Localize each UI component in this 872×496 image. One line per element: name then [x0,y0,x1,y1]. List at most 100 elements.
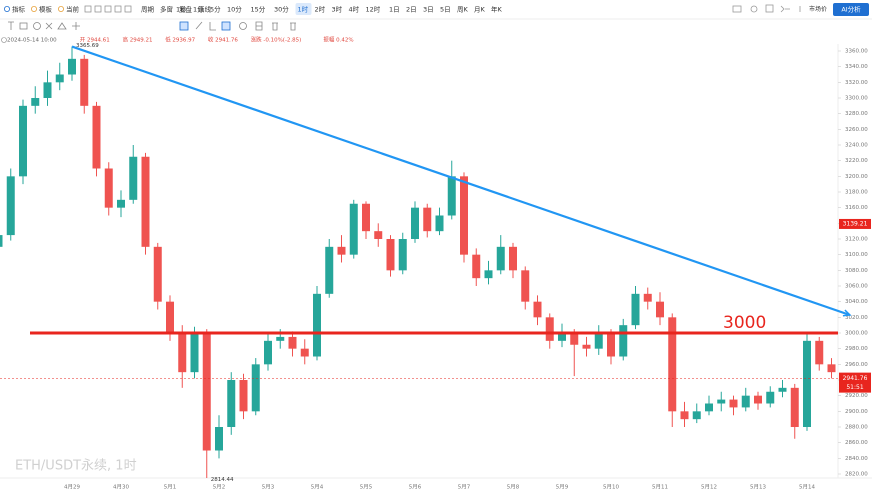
tool-icon [19,22,28,30]
interval-button[interactable]: 5分 [210,5,221,14]
y-tick-label: 3000.00 [845,331,868,337]
ohlc-info: 收 2941.76 [208,36,238,44]
y-tick-label: 3320.00 [845,80,868,86]
interval-button[interactable]: 2时 [315,5,326,14]
toolbar-button[interactable]: 周期 [141,6,155,14]
candle-body [80,58,89,106]
ohlc-info: 涨跌 -0.10%(-2.85) [251,36,302,44]
toolbar-icon[interactable] [94,5,102,13]
interval-button[interactable]: 12时 [366,5,381,14]
candle-body [472,254,481,279]
trend-line [71,45,851,317]
drawing-tools [8,21,296,31]
candle-body [435,215,444,232]
horizontal-line-label: 3000 [723,313,766,333]
last-price-label: 2941.76 [843,375,868,382]
y-tick-label: 3260.00 [845,127,868,133]
window-icon[interactable] [750,5,758,13]
candle-body [239,380,248,412]
interval-button[interactable]: 4时 [349,5,360,14]
tool-icon[interactable] [290,22,296,31]
y-tick-label: 3200.00 [845,174,868,180]
y-tick-label: 3120.00 [845,236,868,242]
toolbar-icon[interactable] [114,5,122,13]
candle-body [619,325,628,357]
candle-body [386,238,395,271]
candle-body [178,333,187,373]
candle-body [129,156,138,200]
tool-icon[interactable] [195,21,203,30]
candle-body [0,235,3,247]
interval-button[interactable]: 1秒 [176,5,187,14]
candle-body [729,399,738,408]
toolbar-button[interactable]: 多窗 [160,5,173,14]
toolbar-icon[interactable] [104,5,112,13]
interval-button[interactable]: 1时 [298,5,309,14]
interval-button[interactable]: 月K [474,6,486,14]
toolbar-button[interactable]: 指标 [12,5,26,14]
countdown: 51:51 [846,384,863,391]
tool-icon [57,22,67,30]
interval-button[interactable]: 5日 [440,6,451,14]
interval-button[interactable]: 周K [457,6,469,14]
tool-icon[interactable] [179,21,189,31]
price-mode[interactable]: 市场价 [809,5,827,13]
interval-button[interactable]: 3日 [423,6,434,14]
candle-body [741,395,750,408]
toolbar-button[interactable]: 模板 [39,5,53,14]
window-icon[interactable] [765,4,774,13]
y-tick-label: 3080.00 [845,268,868,274]
ai-button[interactable]: AI分析 [841,5,861,14]
y-tick-label: 3340.00 [845,64,868,70]
interval-button[interactable]: 年K [491,5,503,14]
toolbar-button[interactable]: 复盘 [179,5,193,14]
candle-body [19,105,27,177]
candle-body [141,156,150,247]
x-tick-label: 5月6 [409,484,422,491]
tool-icon[interactable] [209,22,216,31]
tool-icon[interactable] [272,22,278,31]
x-tick-label: 4月29 [64,484,80,491]
x-tick-label: 5月8 [507,484,520,491]
interval-button[interactable]: 1分 [193,5,204,14]
candle-body [117,199,125,208]
window-icon[interactable] [732,5,742,13]
toolbar-icon [30,6,37,12]
candle-body [276,336,285,341]
candle-body [790,387,799,428]
candle-body [643,293,652,302]
tool-icon[interactable] [239,22,247,30]
interval-button[interactable]: 3时 [332,5,343,14]
x-tick-label: 4月30 [113,484,129,491]
ohlc-info: 高 2949.21 [123,36,153,44]
candle-body [398,238,407,271]
interval-button[interactable]: 30分 [274,5,289,14]
interval-button[interactable]: 1日 [389,6,400,14]
interval-button[interactable]: 2日 [406,6,417,14]
toolbar-button[interactable]: 画线 [198,5,212,14]
tool-icon [33,22,41,30]
toolbar-icon[interactable] [124,5,132,13]
interval-button[interactable]: 10分 [227,5,242,14]
candle-body [31,97,40,106]
candle-body [582,344,591,349]
window-icon[interactable] [780,5,790,13]
window-controls [732,4,801,13]
ai-button-bg[interactable] [833,3,869,16]
tool-icon[interactable] [221,21,231,31]
tool-icon[interactable] [255,21,263,31]
ohlc-info: 2024-05-14 10:00 [7,38,57,44]
candle-body [827,364,836,373]
candle-body [288,336,297,349]
candle-body [778,387,787,392]
candle-body [104,168,113,208]
candle-body [423,207,432,232]
toolbar-icon[interactable] [84,5,92,13]
x-tick-label: 5月1 [164,484,177,491]
toolbar-button[interactable]: 当前 [66,5,80,14]
interval-button[interactable]: 15分 [251,5,266,14]
candle-body [607,333,615,357]
candle-body [594,333,603,349]
candle-body [754,395,762,404]
candle-body [692,411,701,420]
